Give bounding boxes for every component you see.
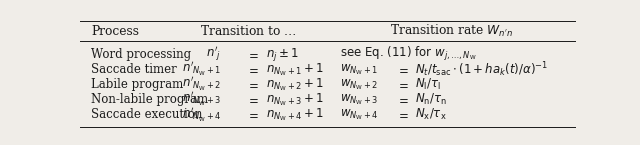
Text: $n'_{N_{\mathrm{W}}+3}$: $n'_{N_{\mathrm{W}}+3}$: [182, 90, 221, 108]
Text: $=$: $=$: [246, 78, 259, 91]
Text: Process: Process: [91, 25, 139, 38]
Text: $N_t/t_{\mathrm{sac}}\cdot(1+ha_k(t)/\alpha)^{-1}$: $N_t/t_{\mathrm{sac}}\cdot(1+ha_k(t)/\al…: [415, 60, 548, 79]
Text: Labile program: Labile program: [91, 78, 183, 91]
Text: $w_{N_{\mathrm{W}}+1}$: $w_{N_{\mathrm{W}}+1}$: [340, 62, 379, 77]
Text: $n'_{N_{\mathrm{W}}+2}$: $n'_{N_{\mathrm{W}}+2}$: [182, 75, 221, 93]
Text: Transition rate $W_{n'n}$: Transition rate $W_{n'n}$: [390, 23, 514, 39]
Text: $n_{N_{\mathrm{W}}+1}+1$: $n_{N_{\mathrm{W}}+1}+1$: [266, 61, 324, 78]
Text: $N_{\mathrm{n}}/\tau_{\mathrm{n}}$: $N_{\mathrm{n}}/\tau_{\mathrm{n}}$: [415, 92, 447, 107]
Text: $N_{\mathrm{l}}/\tau_{\mathrm{l}}$: $N_{\mathrm{l}}/\tau_{\mathrm{l}}$: [415, 77, 441, 92]
Text: $=$: $=$: [246, 108, 259, 121]
Text: $n_j\pm1$: $n_j\pm1$: [266, 46, 299, 63]
Text: Word processing: Word processing: [91, 48, 191, 61]
Text: Saccade execution: Saccade execution: [91, 108, 202, 121]
Text: $w_{N_{\mathrm{W}}+4}$: $w_{N_{\mathrm{W}}+4}$: [340, 107, 379, 122]
Text: $=$: $=$: [396, 93, 409, 106]
Text: $=$: $=$: [396, 63, 409, 76]
Text: $n'_{N_{\mathrm{W}}+1}$: $n'_{N_{\mathrm{W}}+1}$: [182, 60, 221, 78]
Text: see Eq. (11) for $w_{j,\ldots,N_{\mathrm{W}}}$: see Eq. (11) for $w_{j,\ldots,N_{\mathrm…: [340, 45, 477, 63]
Text: $n_{N_{\mathrm{W}}+3}+1$: $n_{N_{\mathrm{W}}+3}+1$: [266, 91, 324, 108]
Text: $w_{N_{\mathrm{W}}+2}$: $w_{N_{\mathrm{W}}+2}$: [340, 77, 379, 92]
Text: $n_{N_{\mathrm{W}}+4}+1$: $n_{N_{\mathrm{W}}+4}+1$: [266, 106, 324, 123]
Text: $n_{N_{\mathrm{W}}+2}+1$: $n_{N_{\mathrm{W}}+2}+1$: [266, 76, 324, 93]
Text: $=$: $=$: [246, 63, 259, 76]
Text: Saccade timer: Saccade timer: [91, 63, 177, 76]
Text: $n'_j$: $n'_j$: [206, 45, 221, 64]
Text: Transition to $\ldots$: Transition to $\ldots$: [200, 24, 297, 38]
Text: $=$: $=$: [396, 78, 409, 91]
Text: $n'_{N_{\mathrm{W}}+4}$: $n'_{N_{\mathrm{W}}+4}$: [182, 106, 221, 124]
Text: Non-labile program: Non-labile program: [91, 93, 208, 106]
Text: $N_{\mathrm{x}}/\tau_{\mathrm{x}}$: $N_{\mathrm{x}}/\tau_{\mathrm{x}}$: [415, 107, 447, 122]
Text: $=$: $=$: [246, 48, 259, 61]
Text: $w_{N_{\mathrm{W}}+3}$: $w_{N_{\mathrm{W}}+3}$: [340, 92, 379, 107]
Text: $=$: $=$: [396, 108, 409, 121]
Text: $=$: $=$: [246, 93, 259, 106]
